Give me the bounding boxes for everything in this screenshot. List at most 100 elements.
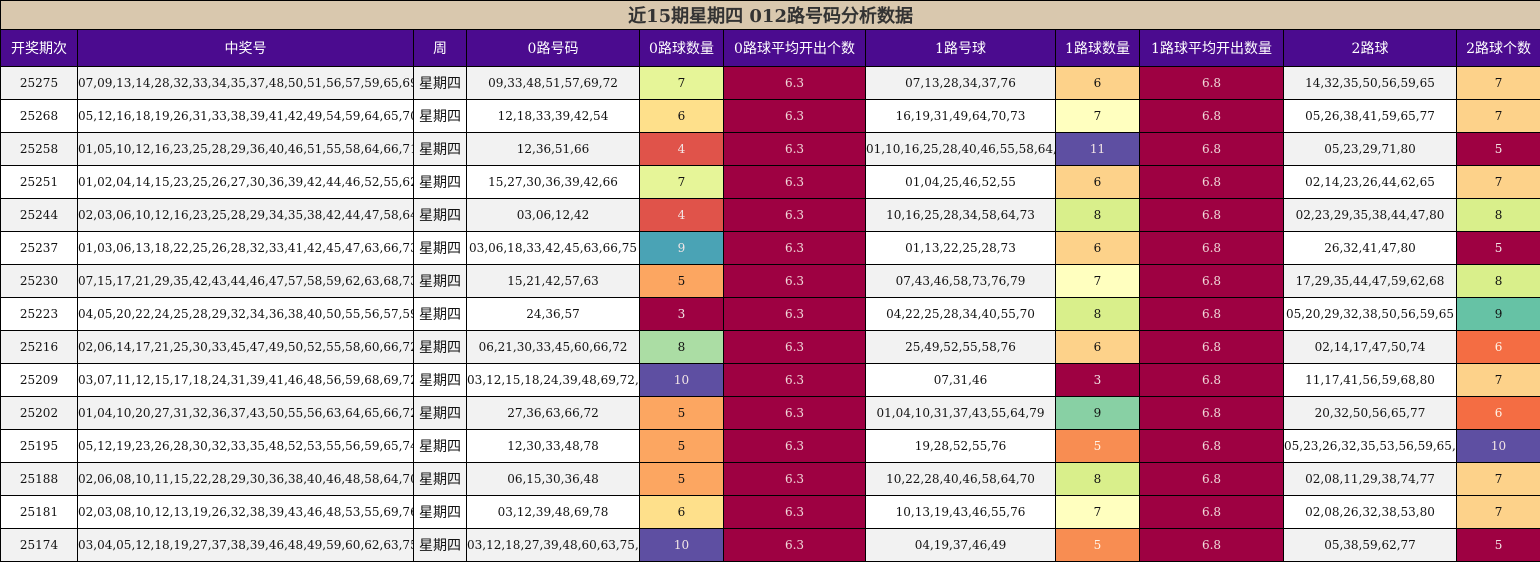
route1-average-cell: 6.8 bbox=[1139, 231, 1284, 265]
winning-numbers-cell: 01,05,10,12,16,23,25,28,29,36,40,46,51,5… bbox=[77, 132, 414, 166]
route2-numbers-cell: 02,14,23,26,44,62,65 bbox=[1283, 165, 1457, 199]
route2-numbers-cell: 11,17,41,56,59,68,80 bbox=[1283, 363, 1457, 397]
period-cell: 25230 bbox=[0, 264, 78, 298]
route1-numbers-cell: 10,16,25,28,34,58,64,73 bbox=[865, 198, 1056, 232]
route2-count-cell: 6 bbox=[1455, 396, 1540, 430]
table-row: 25209 03,07,11,12,15,17,18,24,31,39,41,46… bbox=[0, 363, 1540, 397]
route1-numbers-cell: 01,10,16,25,28,40,46,55,58,64,76 bbox=[865, 132, 1056, 166]
table-row: 25275 07,09,13,14,28,32,33,34,35,37,48,50… bbox=[0, 66, 1540, 100]
table-row: 25244 02,03,06,10,12,16,23,25,28,29,34,35… bbox=[0, 198, 1540, 232]
winning-numbers-cell: 02,06,14,17,21,25,30,33,45,47,49,50,52,5… bbox=[77, 330, 414, 364]
route2-count-cell: 5 bbox=[1455, 528, 1540, 562]
route0-count-cell: 7 bbox=[639, 66, 724, 100]
route0-count-cell: 5 bbox=[639, 396, 724, 430]
route0-average-cell: 6.3 bbox=[723, 264, 866, 298]
route0-count-cell: 3 bbox=[639, 297, 724, 331]
weekday-cell: 星期四 bbox=[413, 165, 467, 199]
winning-numbers-cell: 01,02,04,14,15,23,25,26,27,30,36,39,42,4… bbox=[77, 165, 414, 199]
route2-numbers-cell: 05,26,38,41,59,65,77 bbox=[1283, 99, 1457, 133]
winning-numbers-cell: 03,04,05,12,18,19,27,37,38,39,46,48,49,5… bbox=[77, 528, 414, 562]
winning-numbers-cell: 03,07,11,12,15,17,18,24,31,39,41,46,48,5… bbox=[77, 363, 414, 397]
route1-average-cell: 6.8 bbox=[1139, 198, 1284, 232]
route1-count-cell: 3 bbox=[1055, 363, 1140, 397]
route0-numbers-cell: 12,30,33,48,78 bbox=[466, 429, 640, 463]
route2-count-cell: 7 bbox=[1455, 363, 1540, 397]
route1-numbers-cell: 04,19,37,46,49 bbox=[865, 528, 1056, 562]
route0-count-cell: 5 bbox=[639, 429, 724, 463]
header-route1-count: 1路球数量 bbox=[1055, 29, 1140, 67]
table-row: 25268 05,12,16,18,19,26,31,33,38,39,41,42… bbox=[0, 99, 1540, 133]
table-row: 25216 02,06,14,17,21,25,30,33,45,47,49,50… bbox=[0, 330, 1540, 364]
route1-average-cell: 6.8 bbox=[1139, 297, 1284, 331]
route0-average-cell: 6.3 bbox=[723, 528, 866, 562]
table-title: 近15期星期四 012路号码分析数据 bbox=[0, 0, 1540, 30]
route1-count-cell: 6 bbox=[1055, 165, 1140, 199]
table-row: 25202 01,04,10,20,27,31,32,36,37,43,50,55… bbox=[0, 396, 1540, 430]
route2-count-cell: 7 bbox=[1455, 165, 1540, 199]
route0-average-cell: 6.3 bbox=[723, 429, 866, 463]
route2-numbers-cell: 14,32,35,50,56,59,65 bbox=[1283, 66, 1457, 100]
period-cell: 25174 bbox=[0, 528, 78, 562]
route0-average-cell: 6.3 bbox=[723, 330, 866, 364]
route0-count-cell: 6 bbox=[639, 99, 724, 133]
route0-numbers-cell: 03,12,15,18,24,39,48,69,72,75 bbox=[466, 363, 640, 397]
route2-numbers-cell: 02,23,29,35,38,44,47,80 bbox=[1283, 198, 1457, 232]
route0-average-cell: 6.3 bbox=[723, 297, 866, 331]
weekday-cell: 星期四 bbox=[413, 528, 467, 562]
weekday-cell: 星期四 bbox=[413, 429, 467, 463]
route0-numbers-cell: 12,36,51,66 bbox=[466, 132, 640, 166]
route1-average-cell: 6.8 bbox=[1139, 462, 1284, 496]
table-body: 25275 07,09,13,14,28,32,33,34,35,37,48,50… bbox=[0, 66, 1540, 562]
weekday-cell: 星期四 bbox=[413, 462, 467, 496]
route1-average-cell: 6.8 bbox=[1139, 165, 1284, 199]
period-cell: 25275 bbox=[0, 66, 78, 100]
header-weekday: 周 bbox=[413, 29, 467, 67]
table-row: 25174 03,04,05,12,18,19,27,37,38,39,46,48… bbox=[0, 528, 1540, 562]
header-route0-numbers: 0路号码 bbox=[466, 29, 640, 67]
route0-count-cell: 5 bbox=[639, 264, 724, 298]
weekday-cell: 星期四 bbox=[413, 297, 467, 331]
route0-average-cell: 6.3 bbox=[723, 165, 866, 199]
route1-numbers-cell: 25,49,52,55,58,76 bbox=[865, 330, 1056, 364]
header-winning-numbers: 中奖号 bbox=[77, 29, 414, 67]
route0-average-cell: 6.3 bbox=[723, 462, 866, 496]
route1-count-cell: 8 bbox=[1055, 462, 1140, 496]
route0-numbers-cell: 09,33,48,51,57,69,72 bbox=[466, 66, 640, 100]
period-cell: 25209 bbox=[0, 363, 78, 397]
route0-count-cell: 10 bbox=[639, 363, 724, 397]
route0-average-cell: 6.3 bbox=[723, 396, 866, 430]
route0-numbers-cell: 06,15,30,36,48 bbox=[466, 462, 640, 496]
route1-average-cell: 6.8 bbox=[1139, 429, 1284, 463]
route1-average-cell: 6.8 bbox=[1139, 132, 1284, 166]
route1-count-cell: 7 bbox=[1055, 264, 1140, 298]
route1-numbers-cell: 04,22,25,28,34,40,55,70 bbox=[865, 297, 1056, 331]
route2-count-cell: 7 bbox=[1455, 495, 1540, 529]
weekday-cell: 星期四 bbox=[413, 264, 467, 298]
route1-numbers-cell: 10,13,19,43,46,55,76 bbox=[865, 495, 1056, 529]
route0-numbers-cell: 24,36,57 bbox=[466, 297, 640, 331]
route0-numbers-cell: 15,21,42,57,63 bbox=[466, 264, 640, 298]
header-route1-numbers: 1路号球 bbox=[865, 29, 1056, 67]
winning-numbers-cell: 05,12,16,18,19,26,31,33,38,39,41,42,49,5… bbox=[77, 99, 414, 133]
weekday-cell: 星期四 bbox=[413, 198, 467, 232]
route1-numbers-cell: 19,28,52,55,76 bbox=[865, 429, 1056, 463]
header-route0-count: 0路球数量 bbox=[639, 29, 724, 67]
period-cell: 25244 bbox=[0, 198, 78, 232]
route2-count-cell: 8 bbox=[1455, 198, 1540, 232]
route2-numbers-cell: 02,08,26,32,38,53,80 bbox=[1283, 495, 1457, 529]
route0-numbers-cell: 03,12,39,48,69,78 bbox=[466, 495, 640, 529]
route0-count-cell: 8 bbox=[639, 330, 724, 364]
route0-count-cell: 4 bbox=[639, 198, 724, 232]
route1-count-cell: 8 bbox=[1055, 198, 1140, 232]
table-row: 25251 01,02,04,14,15,23,25,26,27,30,36,39… bbox=[0, 165, 1540, 199]
route2-numbers-cell: 02,14,17,47,50,74 bbox=[1283, 330, 1457, 364]
weekday-cell: 星期四 bbox=[413, 396, 467, 430]
route1-count-cell: 7 bbox=[1055, 99, 1140, 133]
route0-count-cell: 10 bbox=[639, 528, 724, 562]
route2-numbers-cell: 05,20,29,32,38,50,56,59,65 bbox=[1283, 297, 1457, 331]
route1-numbers-cell: 16,19,31,49,64,70,73 bbox=[865, 99, 1056, 133]
route0-average-cell: 6.3 bbox=[723, 132, 866, 166]
route2-numbers-cell: 02,08,11,29,38,74,77 bbox=[1283, 462, 1457, 496]
route0-average-cell: 6.3 bbox=[723, 231, 866, 265]
